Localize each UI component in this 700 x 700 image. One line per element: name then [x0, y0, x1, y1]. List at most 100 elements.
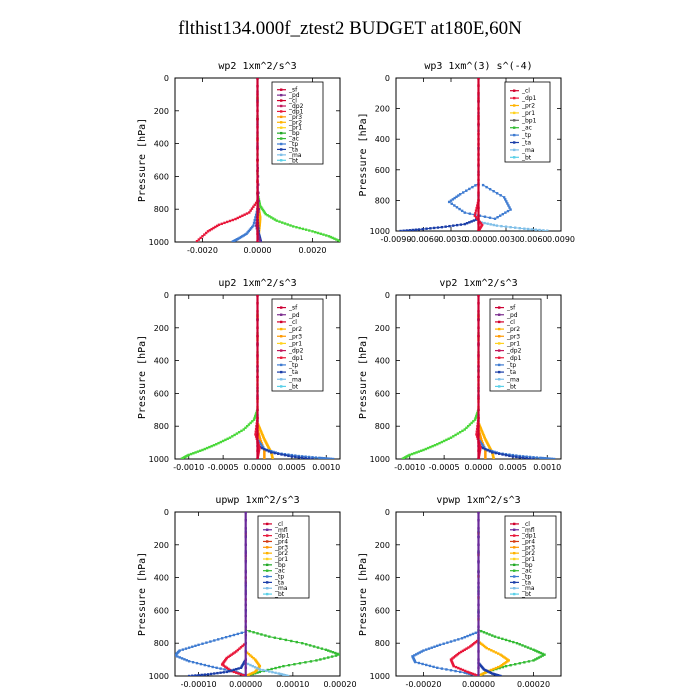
series-point: [262, 435, 265, 438]
series-point: [473, 418, 477, 421]
series-point: [285, 674, 288, 676]
series-point: [333, 237, 336, 240]
series-point: [268, 670, 271, 673]
legend-label: _pr2: [274, 550, 288, 557]
legend-label: _mfl: [274, 527, 288, 534]
series-point: [249, 654, 252, 657]
series-point: [294, 454, 297, 457]
series-point: [196, 450, 200, 453]
series-point: [444, 225, 447, 228]
series-point: [191, 660, 195, 664]
series-point: [468, 221, 471, 224]
series-point: [254, 433, 257, 436]
series-point: [293, 663, 296, 666]
series-point: [243, 233, 247, 236]
legend-label: _pr3: [288, 333, 302, 340]
series-point: [208, 445, 211, 449]
series-point: [205, 641, 208, 644]
series-point: [307, 455, 311, 459]
legend-label: _tp: [506, 362, 516, 369]
series-point: [408, 229, 411, 231]
series-point: [260, 633, 263, 636]
series-point: [187, 646, 191, 649]
legend-marker: [513, 546, 516, 549]
series-point: [227, 655, 230, 659]
series-point: [477, 183, 480, 187]
series-point: [521, 456, 525, 459]
legend-label: _bp: [274, 562, 286, 569]
series-point: [287, 453, 290, 456]
series-point: [535, 657, 539, 660]
series-point: [433, 645, 436, 648]
series-point: [477, 642, 480, 645]
series-point: [322, 233, 325, 236]
legend-box: [504, 81, 551, 163]
series-point: [476, 411, 479, 415]
legend-marker: [513, 89, 516, 92]
series-point: [425, 648, 428, 651]
series-point: [490, 668, 493, 672]
series-point: [453, 196, 456, 200]
legend-marker: [498, 327, 501, 331]
series-point: [235, 432, 239, 435]
series-point: [259, 443, 263, 446]
x-tick-label: 0.00020: [517, 680, 550, 689]
series-point: [258, 220, 262, 223]
series-point: [316, 646, 320, 649]
series-point: [492, 667, 495, 671]
series-point: [304, 456, 307, 459]
series-point: [238, 215, 242, 219]
series-point: [480, 438, 483, 441]
series-point: [309, 660, 313, 663]
series-point: [249, 209, 252, 212]
legend-marker: [513, 581, 516, 584]
series-point: [420, 449, 423, 452]
panel-4: vp2 1xm^2/s^3 Pressure [hPa] 0 200 400 600 800…: [358, 278, 562, 472]
series-point: [220, 663, 224, 666]
legend-marker: [498, 356, 501, 359]
series-point: [413, 654, 416, 657]
series-point: [476, 217, 479, 220]
legend-marker: [266, 557, 269, 561]
series-point: [459, 650, 463, 654]
series-point: [534, 658, 537, 661]
series-point: [273, 218, 277, 221]
y-tick-label: 1000: [370, 672, 390, 681]
series-point: [219, 667, 222, 670]
series-point: [468, 187, 471, 191]
legend-label: _pr1: [521, 110, 535, 117]
legend-marker: [498, 335, 501, 338]
series-point: [280, 673, 284, 676]
legend-label: _pr4: [274, 538, 288, 545]
series-point: [477, 658, 480, 661]
y-tick-label: 0: [164, 291, 169, 300]
series-point: [457, 194, 460, 197]
series-point: [180, 457, 184, 459]
series-point: [329, 235, 333, 239]
series-point: [509, 208, 512, 211]
series-point: [442, 439, 446, 443]
series-point: [499, 194, 502, 197]
legend-label: _ac: [521, 568, 532, 575]
legend-marker: [280, 356, 283, 359]
series-point: [508, 454, 511, 458]
series-point: [254, 427, 258, 431]
series-point: [238, 647, 241, 650]
series-point: [320, 456, 323, 459]
series-point: [486, 670, 490, 673]
series-point: [521, 455, 525, 458]
y-tick-label: 0: [164, 74, 169, 83]
series-point: [264, 212, 267, 216]
series-point: [322, 457, 326, 459]
legend-marker: [266, 546, 269, 549]
series-point: [194, 451, 197, 454]
series-point: [455, 654, 458, 657]
legend-label: _ma: [274, 585, 288, 592]
series-point: [468, 671, 471, 674]
series-point: [477, 295, 480, 297]
series-point: [325, 234, 328, 237]
series-point: [527, 660, 531, 663]
series-point: [436, 226, 440, 229]
legend-marker: [280, 131, 283, 135]
series-point: [416, 652, 420, 655]
